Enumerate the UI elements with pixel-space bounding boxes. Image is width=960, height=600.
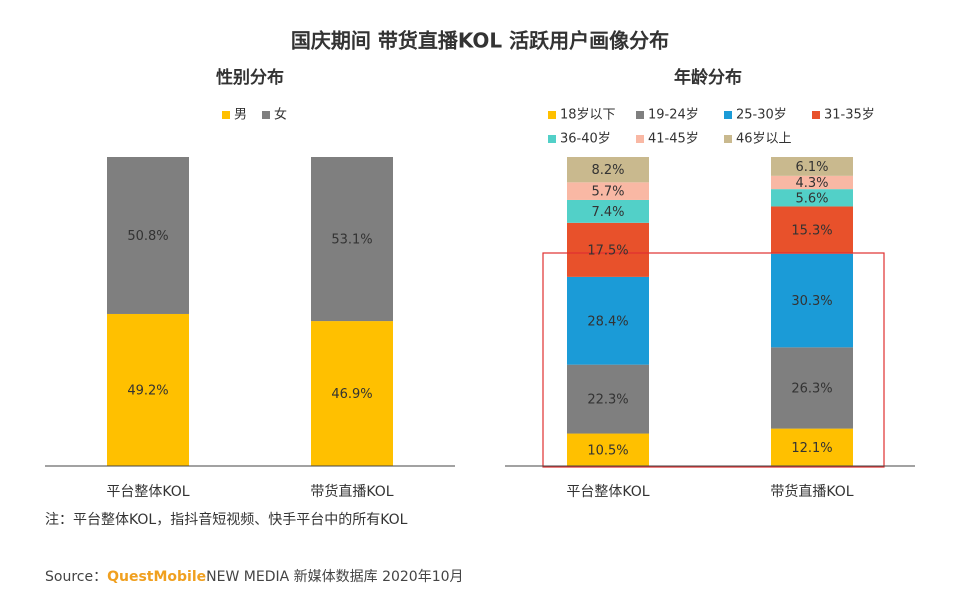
x-tick-label: 平台整体KOL (566, 484, 649, 500)
bar-segment (771, 253, 853, 348)
legend-label: 36-40岁 (560, 132, 611, 147)
data-label: 49.2% (127, 383, 168, 398)
bar-segment (567, 364, 649, 434)
legend-label: 18岁以下 (560, 108, 616, 123)
note: 注：平台整体KOL，指抖音短视频、快手平台中的所有KOL (45, 512, 408, 528)
data-label: 17.5% (587, 243, 628, 258)
bar-segment (107, 313, 189, 466)
legend-swatch (548, 135, 556, 143)
bar-segment (311, 157, 393, 322)
bar-segment (771, 157, 853, 176)
bar-segment (771, 175, 853, 190)
data-label: 22.3% (587, 393, 628, 408)
bar-segment (567, 276, 649, 365)
data-label: 46.9% (331, 387, 372, 402)
source-text: NEW MEDIA 新媒体数据库 2020年10月 (206, 569, 464, 585)
legend-label: 25-30岁 (736, 108, 787, 123)
chart-subtitle: 年龄分布 (674, 67, 742, 88)
legend-label: 31-35岁 (824, 108, 875, 123)
page-title: 国庆期间 带货直播KOL 活跃用户画像分布 (291, 29, 669, 53)
legend-swatch (724, 111, 732, 119)
bar-segment (567, 182, 649, 200)
legend-label: 男 (234, 108, 247, 123)
data-label: 4.3% (795, 176, 828, 191)
x-tick-label: 带货直播KOL (310, 483, 393, 500)
data-label: 6.1% (795, 160, 828, 175)
data-label: 12.1% (791, 441, 832, 456)
x-tick-label: 带货直播KOL (770, 483, 853, 500)
legend-swatch (222, 111, 230, 119)
data-label: 8.2% (591, 163, 624, 178)
data-label: 30.3% (791, 294, 832, 309)
bar-segment (771, 189, 853, 207)
bar-segment (567, 433, 649, 466)
legend-swatch (724, 135, 732, 143)
data-label: 5.6% (795, 191, 828, 206)
legend-swatch (636, 135, 644, 143)
data-label: 26.3% (791, 381, 832, 396)
legend-swatch (548, 111, 556, 119)
chart-subtitle: 性别分布 (216, 67, 284, 88)
bar-segment (771, 206, 853, 254)
bar-segment (107, 157, 189, 314)
data-label: 5.7% (591, 185, 624, 200)
source-brand: QuestMobile (107, 569, 207, 585)
legend-label: 19-24岁 (648, 108, 699, 123)
bar-segment (771, 347, 853, 429)
data-label: 28.4% (587, 314, 628, 329)
bar-segment (567, 199, 649, 223)
bar-segment (771, 428, 853, 466)
legend-swatch (812, 111, 820, 119)
data-label: 53.1% (331, 233, 372, 248)
bar-segment (567, 157, 649, 183)
data-label: 15.3% (791, 224, 832, 239)
legend-swatch (262, 111, 270, 119)
source: Source：QuestMobileNEW MEDIA 新媒体数据库 2020年… (45, 566, 464, 586)
data-label: 7.4% (591, 205, 624, 220)
legend-label: 41-45岁 (648, 132, 699, 147)
bar-segment (311, 321, 393, 466)
data-label: 10.5% (587, 443, 628, 458)
x-tick-label: 平台整体KOL (106, 484, 189, 500)
legend-swatch (636, 111, 644, 119)
bar-segment (567, 222, 649, 277)
highlight-box (542, 252, 885, 468)
source-label: Source： (45, 569, 108, 585)
legend-label: 46岁以上 (736, 132, 792, 147)
data-label: 50.8% (127, 229, 168, 244)
legend-label: 女 (274, 107, 287, 123)
